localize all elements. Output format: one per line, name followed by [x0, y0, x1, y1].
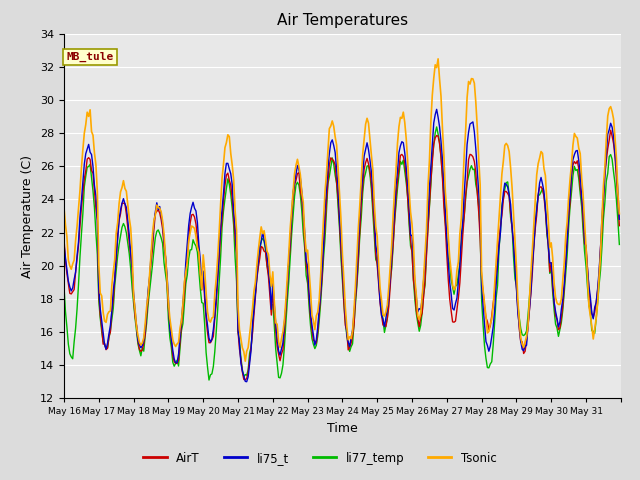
li75_t — [433, 107, 440, 112]
li77_temp — [616, 241, 623, 247]
li77_temp — [205, 377, 213, 383]
AirT — [540, 193, 548, 199]
Y-axis label: Air Temperature (C): Air Temperature (C) — [22, 155, 35, 277]
AirT — [348, 340, 355, 346]
AirT — [616, 223, 623, 228]
Tsonic — [97, 290, 104, 296]
Line: li77_temp: li77_temp — [64, 127, 620, 380]
Tsonic — [435, 56, 442, 62]
Tsonic — [459, 184, 467, 190]
li77_temp — [97, 315, 104, 321]
li75_t — [614, 188, 621, 193]
Tsonic — [241, 358, 249, 364]
Line: li75_t: li75_t — [64, 109, 620, 382]
li77_temp — [60, 284, 68, 289]
Text: MB_tule: MB_tule — [67, 52, 114, 62]
Tsonic — [616, 211, 623, 216]
Line: Tsonic: Tsonic — [64, 59, 620, 361]
AirT — [60, 236, 68, 241]
li77_temp — [433, 124, 440, 130]
li75_t — [616, 216, 623, 222]
li77_temp — [614, 218, 621, 224]
AirT — [97, 312, 104, 318]
li75_t — [97, 306, 104, 312]
AirT — [241, 377, 249, 383]
Tsonic — [79, 147, 86, 153]
Tsonic — [60, 204, 68, 210]
li75_t — [79, 179, 86, 185]
li75_t — [243, 379, 250, 384]
li77_temp — [459, 224, 467, 230]
AirT — [79, 191, 86, 196]
Title: Air Temperatures: Air Temperatures — [277, 13, 408, 28]
li77_temp — [348, 344, 355, 349]
li75_t — [541, 205, 549, 211]
Line: AirT: AirT — [64, 130, 620, 380]
li77_temp — [541, 204, 549, 209]
AirT — [458, 256, 465, 262]
X-axis label: Time: Time — [327, 422, 358, 435]
Tsonic — [348, 336, 355, 341]
Tsonic — [614, 190, 621, 196]
li75_t — [60, 241, 68, 247]
li75_t — [348, 335, 355, 340]
Legend: AirT, li75_t, li77_temp, Tsonic: AirT, li75_t, li77_temp, Tsonic — [139, 447, 501, 469]
li75_t — [459, 219, 467, 225]
Tsonic — [541, 173, 549, 179]
li77_temp — [79, 211, 86, 217]
AirT — [607, 127, 614, 133]
AirT — [614, 198, 621, 204]
